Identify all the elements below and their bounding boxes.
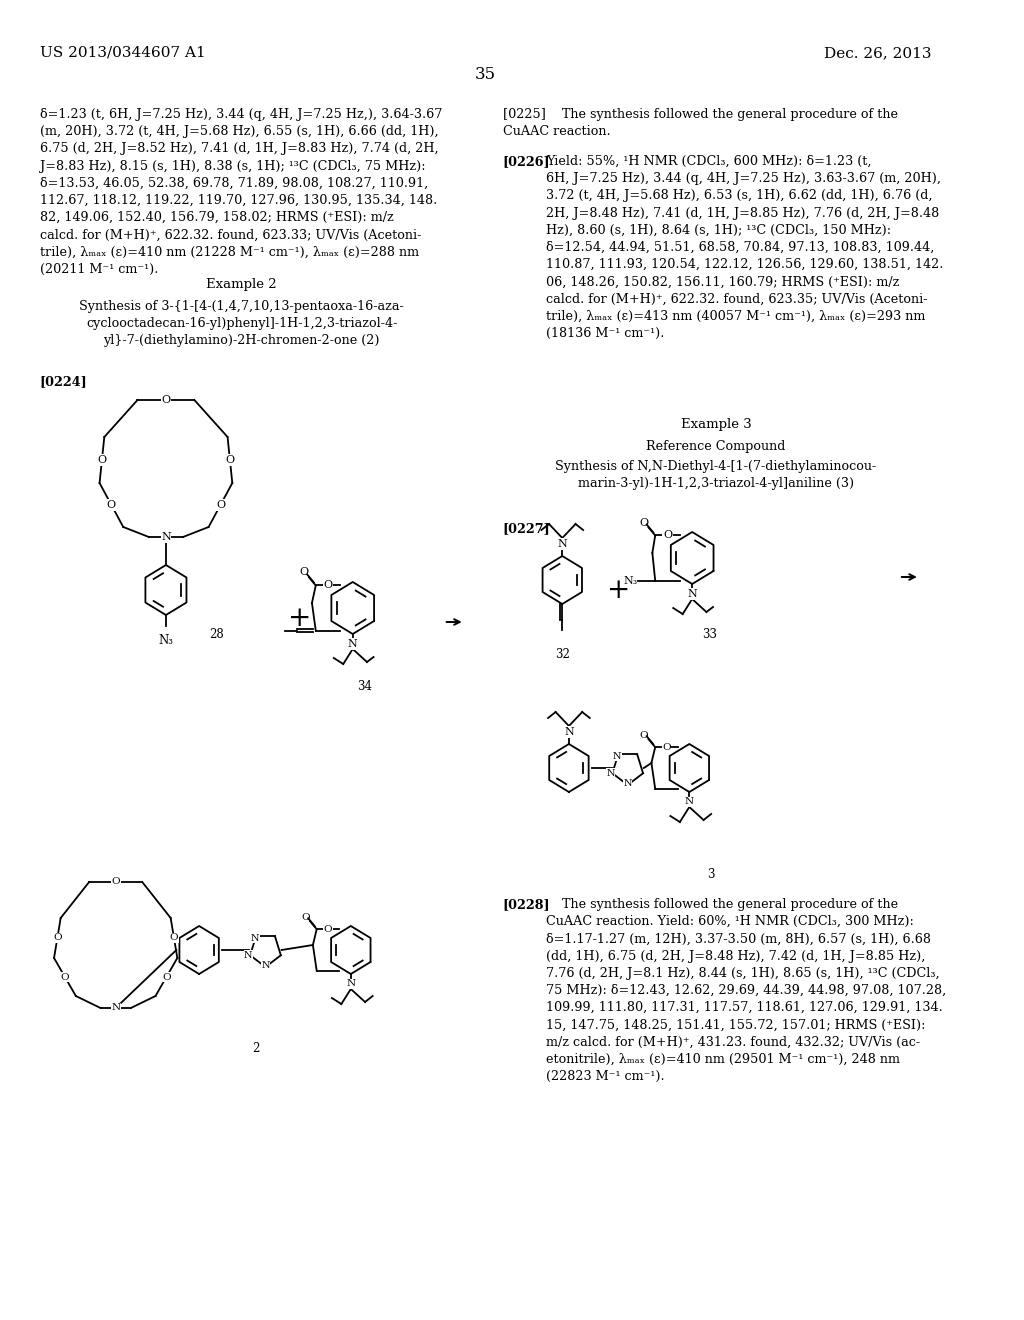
Text: [0227]: [0227] <box>503 521 550 535</box>
Text: N₃: N₃ <box>159 634 173 647</box>
Text: O: O <box>324 925 333 933</box>
Text: O: O <box>170 933 178 942</box>
Text: N: N <box>161 532 171 543</box>
Text: +: + <box>606 577 630 603</box>
Text: Example 2: Example 2 <box>207 279 278 290</box>
Text: O: O <box>162 973 171 982</box>
Text: Synthesis of 3-{1-[4-(1,4,7,10,13-pentaoxa-16-aza-
cyclooctadecan-16-yl)phenyl]-: Synthesis of 3-{1-[4-(1,4,7,10,13-pentao… <box>80 300 404 347</box>
Text: O: O <box>53 933 61 942</box>
Text: N: N <box>244 950 253 960</box>
Text: O: O <box>216 500 225 510</box>
Text: O: O <box>640 731 648 739</box>
Text: [0225]    The synthesis followed the general procedure of the
CuAAC reaction.: [0225] The synthesis followed the genera… <box>503 108 898 139</box>
Text: O: O <box>300 568 309 577</box>
Text: O: O <box>225 455 234 465</box>
Text: The synthesis followed the general procedure of the
CuAAC reaction. Yield: 60%, : The synthesis followed the general proce… <box>546 898 946 1082</box>
Text: N: N <box>687 589 697 599</box>
Text: δ=1.23 (t, 6H, J=7.25 Hz), 3.44 (q, 4H, J=7.25 Hz,), 3.64-3.67
(m, 20H), 3.72 (t: δ=1.23 (t, 6H, J=7.25 Hz), 3.44 (q, 4H, … <box>40 108 442 276</box>
Text: O: O <box>639 519 648 528</box>
Text: O: O <box>60 973 70 982</box>
Text: US 2013/0344607 A1: US 2013/0344607 A1 <box>40 46 206 59</box>
Text: N: N <box>348 639 357 649</box>
Text: 28: 28 <box>209 628 223 642</box>
Text: Synthesis of N,N-Diethyl-4-[1-(7-diethylaminocou-
marin-3-yl)-1H-1,2,3-triazol-4: Synthesis of N,N-Diethyl-4-[1-(7-diethyl… <box>555 459 877 490</box>
Text: N: N <box>606 768 614 777</box>
Text: 33: 33 <box>701 628 717 642</box>
Text: O: O <box>162 395 171 405</box>
Text: N: N <box>557 539 567 549</box>
Text: O: O <box>97 455 106 465</box>
Text: [0228]: [0228] <box>503 898 550 911</box>
Text: +: + <box>288 605 311 631</box>
Text: N: N <box>261 961 269 970</box>
Text: N₃: N₃ <box>624 576 638 586</box>
Text: 3: 3 <box>708 869 715 880</box>
Text: Dec. 26, 2013: Dec. 26, 2013 <box>823 46 931 59</box>
Text: Example 3: Example 3 <box>681 418 752 432</box>
Text: O: O <box>301 912 309 921</box>
Text: 34: 34 <box>357 680 373 693</box>
Text: O: O <box>106 500 116 510</box>
Text: N: N <box>564 727 573 737</box>
Text: N: N <box>112 1003 120 1012</box>
Text: 35: 35 <box>475 66 496 83</box>
Text: N: N <box>613 752 622 760</box>
Text: N: N <box>251 933 259 942</box>
Text: 2: 2 <box>252 1041 260 1055</box>
Text: N: N <box>685 797 694 807</box>
Text: O: O <box>112 878 120 887</box>
Text: [0226]: [0226] <box>503 154 550 168</box>
Text: Yield: 55%, ¹H NMR (CDCl₃, 600 MHz): δ=1.23 (t,
6H, J=7.25 Hz), 3.44 (q, 4H, J=7: Yield: 55%, ¹H NMR (CDCl₃, 600 MHz): δ=1… <box>546 154 943 341</box>
Text: N: N <box>624 780 632 788</box>
Text: N: N <box>346 979 355 989</box>
Text: 32: 32 <box>555 648 569 661</box>
Text: O: O <box>324 581 333 590</box>
Text: O: O <box>663 531 672 540</box>
Text: Reference Compound: Reference Compound <box>646 440 785 453</box>
Text: O: O <box>663 743 671 751</box>
Text: [0224]: [0224] <box>40 375 88 388</box>
